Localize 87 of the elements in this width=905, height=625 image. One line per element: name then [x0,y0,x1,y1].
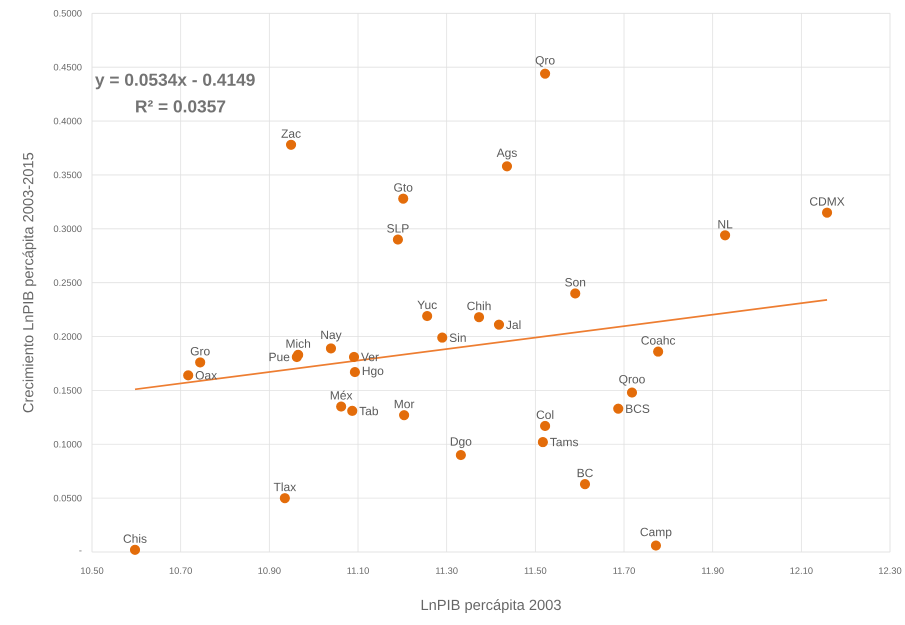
annotation: SLP [387,224,409,233]
y-tick-label: 0.1000 [54,440,82,448]
x-axis-title: LnPIB percápita 2003 [422,599,561,613]
annotation: BCS [626,404,650,413]
point [280,493,290,504]
y-tick-label: 0.2000 [54,333,82,340]
y-tick-label: 0.3000 [54,226,82,232]
annotation: NL [718,220,732,228]
x-tick-label: 12.10 [790,567,813,574]
annotation: Oax [196,371,218,380]
point [392,234,403,245]
point [653,346,664,357]
x-tick-label: 11.30 [436,567,458,574]
x-tick-label: 10.50 [81,567,104,574]
annotation: Chis [124,534,147,543]
y-tick-label: 0.2500 [54,279,82,286]
annotation: Col [536,410,554,420]
annotation: Chih [467,301,491,310]
point [286,140,296,150]
x-tick-label: 11.50 [524,567,546,574]
annotation: R² = 0.0357 [136,100,226,113]
point [613,404,624,414]
point [183,370,194,380]
point [422,310,432,322]
annotation: Tab [359,406,378,416]
point [292,352,302,362]
point [456,450,466,460]
y-tick-label: - [79,550,82,552]
point [494,320,504,330]
y-tick-label: 0.5000 [54,10,82,17]
annotation: Gro [190,346,210,356]
x-tick-label: 10.70 [170,567,192,574]
point [130,544,140,555]
annotation: CDMX [810,197,844,206]
point [336,401,346,412]
x-tick-label: 11.90 [702,567,724,574]
annotation: Yuc [417,300,437,310]
annotation: Ags [496,148,517,160]
point [540,420,550,432]
point [348,352,360,362]
point [570,288,580,299]
point [720,230,730,240]
y-axis-title: Crecimiento LnPIB percápita 2003-2015 [22,152,36,412]
annotation: Camp [640,528,672,539]
point [650,540,661,551]
point [195,357,206,368]
annotation: Mich [286,339,310,348]
annotation: Qro [536,56,555,67]
point [474,312,484,322]
annotation: Tams [550,438,578,446]
annotation: Jal [506,320,520,330]
point [822,208,832,218]
point [502,161,512,172]
annotation: Hgo [362,366,384,378]
point [398,194,408,204]
annotation: Coahc [641,336,676,345]
y-tick-label: 0.0500 [54,494,82,502]
annotation: Mor [394,400,414,408]
annotation: Nay [321,330,342,342]
point [437,332,448,343]
x-tick-label: 11.10 [347,567,369,574]
annotation: Sin [450,333,466,342]
point [350,367,360,378]
annotation: y = 0.0534x - 0.4149 [95,74,255,90]
x-tick-label: 11.70 [613,567,635,574]
annotation: Dgo [450,437,472,448]
annotation: Méx [330,390,352,400]
point [538,437,548,448]
point [580,479,590,490]
x-tick-label: 12.30 [879,567,902,574]
annotation: BC [578,468,593,478]
point [326,343,336,354]
annotation: Tlax [274,482,296,492]
y-tick-label: 0.4000 [54,118,82,124]
y-tick-label: 0.4500 [54,64,82,70]
point [626,387,638,398]
point [540,68,550,79]
annotation: Zac [281,129,301,138]
annotation: Gto [394,183,412,192]
annotation: Pue [270,352,290,362]
y-tick-label: 0.3500 [54,172,82,178]
x-tick-label: 10.90 [258,567,281,574]
annotation: Qroo [619,374,645,386]
annotation: Son [565,278,586,287]
y-tick-label: 0.1500 [54,387,82,394]
point [347,406,358,416]
point [399,410,410,420]
